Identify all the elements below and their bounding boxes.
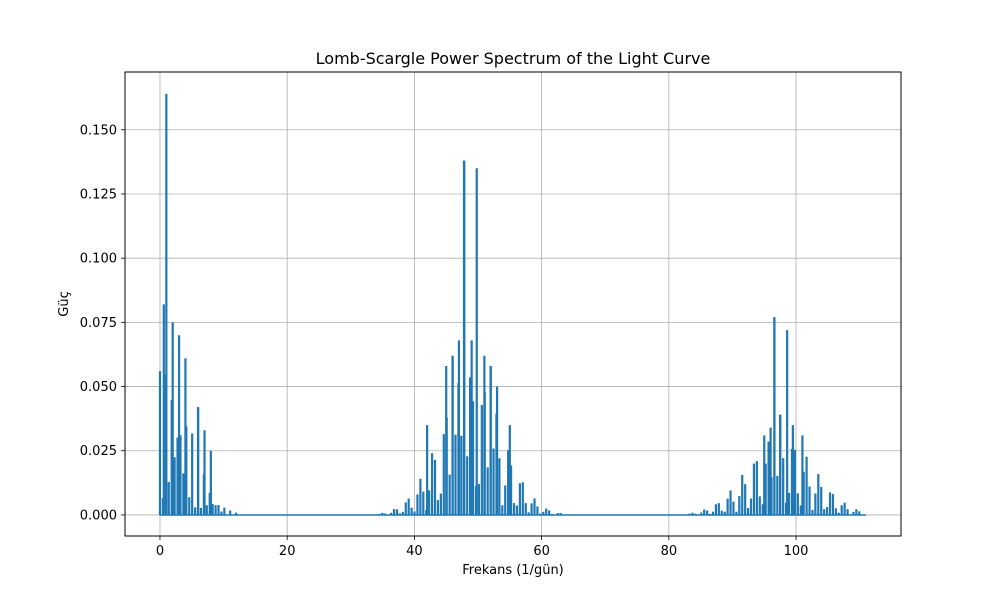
x-tick-label: 60 (533, 544, 550, 559)
x-tick-label: 20 (279, 544, 296, 559)
y-tick-label: 0.075 (80, 316, 117, 331)
data-series (158, 93, 867, 516)
x-tick-label: 80 (661, 544, 678, 559)
x-tick-label: 100 (784, 544, 809, 559)
y-axis-label: Güç (57, 291, 72, 316)
x-tick-label: 0 (156, 544, 164, 559)
y-tick-label: 0.150 (80, 123, 117, 138)
x-tick-label: 40 (406, 544, 423, 559)
y-tick-label: 0.125 (80, 187, 117, 202)
chart-title: Lomb-Scargle Power Spectrum of the Light… (316, 49, 711, 68)
y-tick-label: 0.025 (80, 444, 117, 459)
y-tick-label: 0.100 (80, 252, 117, 267)
axis-ticks: 0 20 40 60 80 100 0.000 0.025 0.050 0.075 0.100 0.1… (80, 123, 809, 559)
plot-area-frame (124, 71, 902, 537)
y-tick-label: 0.050 (80, 380, 117, 395)
x-axis-label: Frekans (1/gün) (462, 563, 564, 578)
y-tick-label: 0.000 (80, 508, 117, 523)
